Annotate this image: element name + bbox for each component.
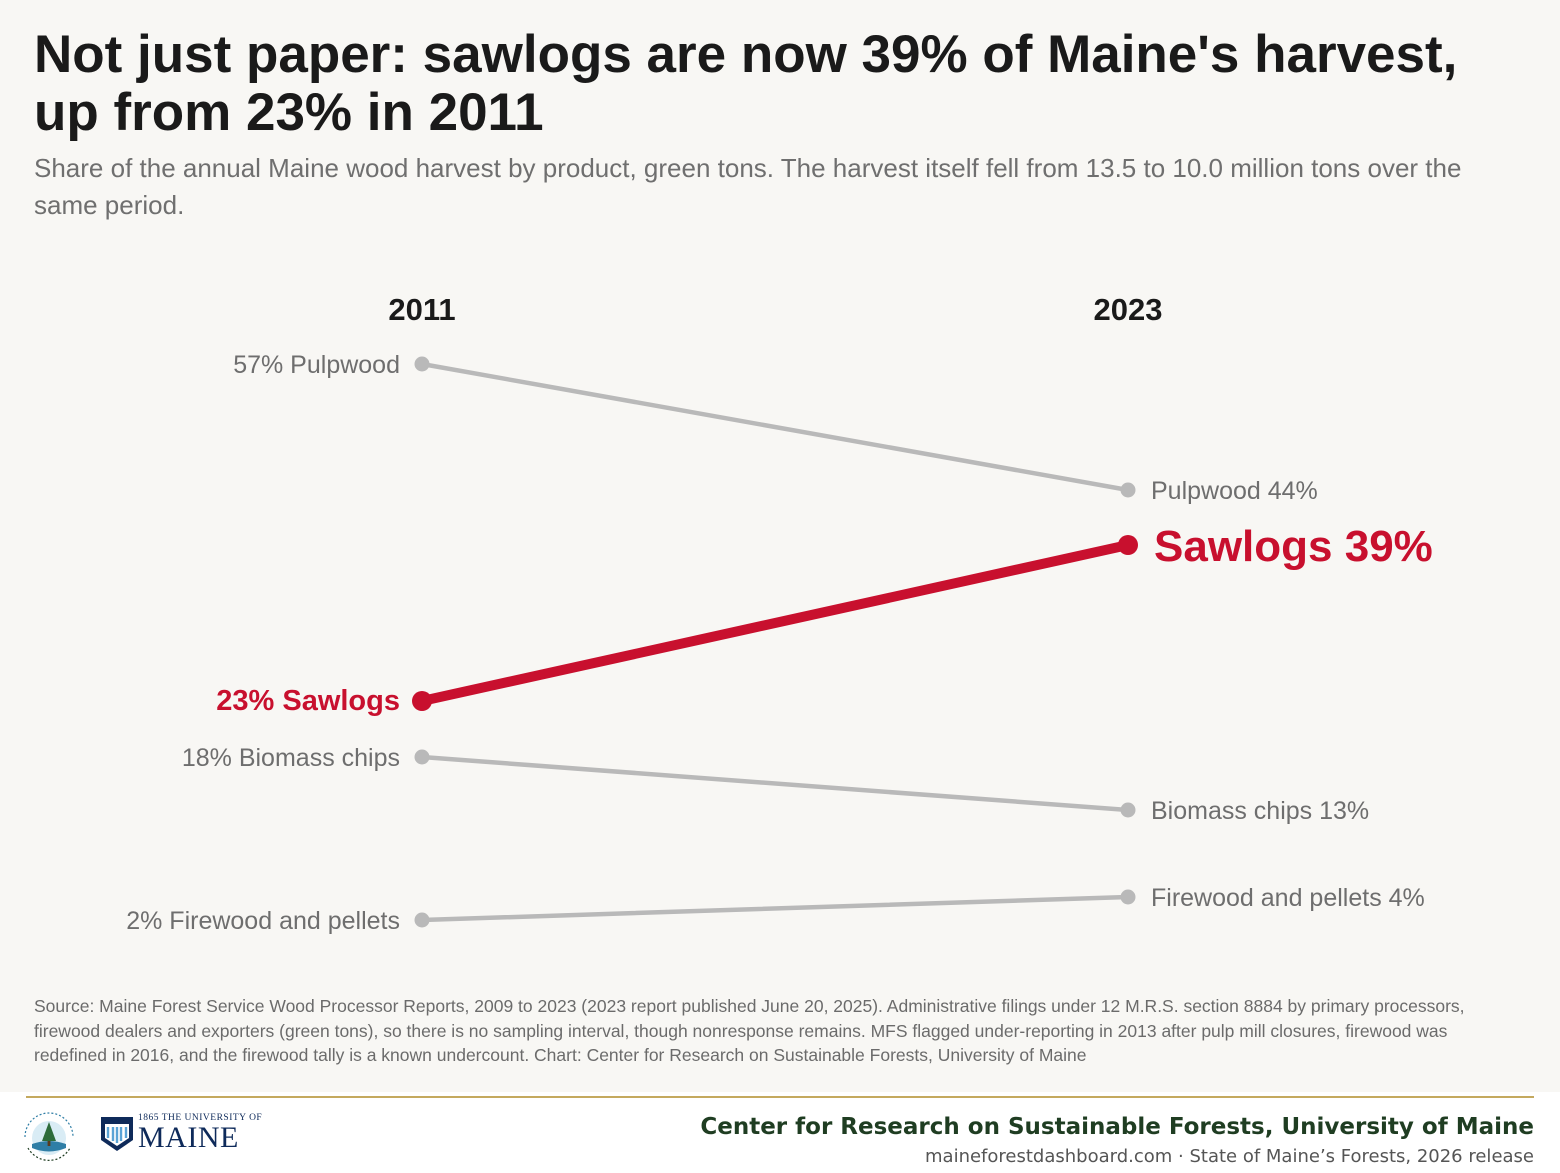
chart-subtitle: Share of the annual Maine wood harvest b… <box>34 153 1462 220</box>
slope-chart: 2011 2023 57% Pulpwood Pulpwood 44% 18% Biom… <box>126 292 1433 935</box>
point-2023-biomass-chips <box>1120 802 1136 818</box>
footer-rule <box>26 1096 1534 1098</box>
point-2011-biomass-chips <box>414 749 430 765</box>
year-label-2023: 2023 <box>1094 292 1163 327</box>
label-2023-pulpwood: Pulpwood 44% <box>1151 477 1318 505</box>
umaine-wordmark: MAINE <box>138 1121 239 1154</box>
label-2023-sawlogs: Sawlogs 39% <box>1154 522 1433 571</box>
label-2023-firewood-and-pellets: Firewood and pellets 4% <box>1151 884 1425 912</box>
label-2011-firewood-and-pellets: 2% Firewood and pellets <box>126 907 400 935</box>
point-2011-firewood-and-pellets <box>414 912 430 928</box>
label-2011-biomass-chips: 18% Biomass chips <box>182 744 400 772</box>
source-note: Source: Maine Forest Service Wood Proces… <box>34 996 1465 1065</box>
point-2011-pulpwood <box>414 356 430 372</box>
chart-title: Not just paper: sawlogs are now 39% of M… <box>34 25 1458 142</box>
series-line-pulpwood <box>419 361 1131 493</box>
footer-org: Center for Research on Sustainable Fores… <box>700 1114 1534 1140</box>
footer-meta: maineforestdashboard.com · State of Main… <box>925 1146 1534 1167</box>
umaine-logo: 1865 THE UNIVERSITY OF MAINE <box>100 1112 262 1156</box>
series-line-firewood-and-pellets <box>419 894 1131 923</box>
series-line-biomass-chips <box>419 754 1131 813</box>
point-2023-firewood-and-pellets <box>1120 889 1136 905</box>
umaine-shield-icon <box>101 1117 133 1151</box>
point-2023-sawlogs <box>1118 535 1138 555</box>
label-2011-pulpwood: 57% Pulpwood <box>233 351 400 379</box>
series-line-sawlogs <box>417 540 1133 706</box>
label-2023-biomass-chips: Biomass chips 13% <box>1151 797 1369 825</box>
label-2011-sawlogs: 23% Sawlogs <box>216 685 400 717</box>
umaine-small-text: 1865 THE UNIVERSITY OF <box>138 1113 263 1123</box>
point-2023-pulpwood <box>1120 482 1136 498</box>
crsf-logo <box>22 1110 76 1164</box>
point-2011-sawlogs <box>412 691 432 711</box>
year-label-2011: 2011 <box>388 292 455 327</box>
footer: 1865 THE UNIVERSITY OF MAINE Center for … <box>0 1092 1560 1173</box>
